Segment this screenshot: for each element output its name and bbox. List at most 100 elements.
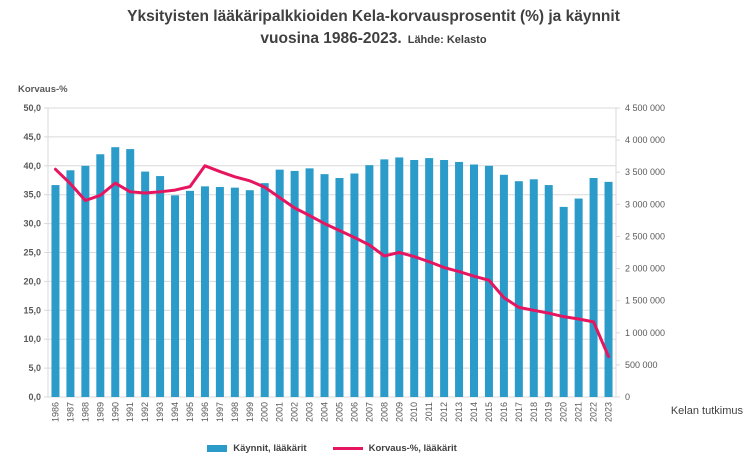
x-tick-label-1988: 1988 (80, 402, 90, 422)
left-axis-tick-label: 50,0 (23, 103, 41, 113)
x-tick-label-1996: 1996 (200, 402, 210, 422)
x-tick-label-2011: 2011 (424, 402, 434, 421)
bar-2021 (574, 198, 583, 397)
left-axis-tick-label: 35,0 (23, 190, 41, 200)
bar-2011 (425, 158, 434, 397)
bar-2023 (604, 181, 613, 397)
right-axis-tick-label: 500 000 (625, 360, 658, 370)
right-axis-tick-label: 3 500 000 (625, 167, 665, 177)
bar-swatch (207, 445, 228, 452)
bar-2005 (335, 178, 344, 397)
title-source: Lähde: Kelasto (407, 34, 487, 46)
legend: Käynnit, lääkärit Korvaus-%, lääkärit (48, 443, 616, 454)
x-tick-label-2006: 2006 (349, 402, 359, 422)
bar-2004 (320, 174, 329, 397)
bar-1998 (230, 187, 239, 397)
title-line2: vuosina 1986-2023. (260, 30, 402, 47)
bar-1990 (111, 147, 120, 397)
x-tick-label-2022: 2022 (589, 402, 599, 422)
left-axis-tick-label: 15,0 (23, 305, 41, 315)
x-tick-label-1986: 1986 (50, 402, 60, 422)
bar-1995 (186, 190, 194, 397)
bar-2017 (514, 181, 523, 397)
x-tick-label-1997: 1997 (215, 402, 225, 422)
legend-label-rate: Korvaus-%, lääkärit (368, 443, 457, 454)
bar-2006 (350, 173, 359, 397)
x-tick-label-1998: 1998 (230, 402, 240, 422)
legend-item-visits: Käynnit, lääkärit (207, 443, 307, 454)
left-axis-tick-label: 40,0 (23, 161, 41, 171)
x-tick-label-1993: 1993 (155, 402, 165, 422)
x-tick-label-2014: 2014 (469, 402, 479, 422)
right-axis-tick-label: 1 000 000 (625, 328, 665, 338)
right-axis-tick-label: 2 500 000 (625, 231, 665, 241)
left-axis-tick-label: 5,0 (28, 363, 41, 373)
bar-1992 (141, 171, 150, 397)
x-tick-label-1987: 1987 (65, 402, 75, 422)
bar-1996 (200, 186, 209, 397)
bar-2003 (305, 168, 314, 397)
left-axis-tick-label: 10,0 (23, 334, 41, 344)
x-tick-label-1989: 1989 (95, 402, 105, 422)
x-tick-label-2015: 2015 (484, 402, 494, 422)
x-tick-label-2008: 2008 (379, 402, 389, 422)
title-line1: Yksityisten lääkäripalkkioiden Kela-korv… (127, 8, 620, 25)
x-tick-label-2017: 2017 (514, 402, 524, 422)
left-axis-tick-label: 25,0 (23, 248, 41, 258)
left-axis-tick-label: 45,0 (23, 132, 41, 142)
x-tick-label-2007: 2007 (364, 402, 374, 422)
bar-2018 (529, 179, 538, 397)
x-tick-label-2002: 2002 (290, 402, 300, 422)
x-tick-label-2010: 2010 (409, 402, 419, 422)
x-tick-label-1999: 1999 (245, 402, 255, 422)
bar-2000 (260, 183, 269, 397)
left-axis-tick-label: 0,0 (28, 392, 41, 402)
bar-2019 (544, 185, 553, 397)
bar-2013 (455, 161, 464, 397)
korvaus-line (53, 164, 611, 359)
x-tick-label-2021: 2021 (574, 402, 584, 422)
bar-2001 (275, 169, 284, 397)
right-axis-tick-label: 4 000 000 (625, 135, 665, 145)
chart-title: Yksityisten lääkäripalkkioiden Kela-korv… (0, 6, 747, 51)
bar-1999 (245, 190, 254, 397)
bar-2020 (559, 206, 568, 397)
x-tick-label-2000: 2000 (260, 402, 270, 422)
right-axis-tick-label: 0 (625, 392, 630, 402)
footer-note: Kelan tutkimus (670, 405, 743, 417)
bar-2016 (499, 174, 508, 397)
bar-1997 (215, 186, 224, 397)
line-swatch (332, 447, 363, 450)
left-axis-tick-label: 20,0 (23, 276, 41, 286)
x-tick-label-2013: 2013 (454, 402, 464, 422)
bar-1994 (171, 195, 180, 397)
x-tick-label-2003: 2003 (305, 402, 315, 422)
right-axis-tick-label: 3 000 000 (625, 199, 665, 209)
bar-2009 (395, 157, 404, 397)
x-tick-label-2019: 2019 (544, 402, 554, 422)
x-tick-label-2023: 2023 (604, 402, 614, 422)
x-tick-label-1992: 1992 (140, 402, 150, 422)
x-tick-label-1990: 1990 (110, 402, 120, 422)
x-tick-label-2012: 2012 (439, 402, 449, 422)
bar-2014 (470, 164, 478, 397)
left-axis-tick-label: 30,0 (23, 219, 41, 229)
x-tick-label-2001: 2001 (275, 402, 285, 422)
bar-1986 (51, 185, 60, 397)
bar-2002 (290, 170, 299, 397)
bar-2007 (365, 165, 374, 397)
bar-1991 (126, 149, 135, 397)
right-axis-tick-label: 1 500 000 (625, 296, 665, 306)
x-tick-label-1991: 1991 (125, 402, 135, 422)
x-tick-label-1994: 1994 (170, 402, 180, 422)
bar-2022 (589, 178, 598, 397)
legend-item-rate: Korvaus-%, lääkärit (332, 443, 457, 454)
x-tick-label-2004: 2004 (320, 402, 330, 422)
x-tick-label-2009: 2009 (394, 402, 404, 422)
bar-2010 (410, 160, 419, 397)
x-tick-label-2016: 2016 (499, 402, 509, 422)
legend-label-visits: Käynnit, lääkärit (233, 443, 307, 454)
right-axis-tick-label: 4 500 000 (625, 103, 665, 113)
x-tick-label-2020: 2020 (559, 402, 569, 422)
